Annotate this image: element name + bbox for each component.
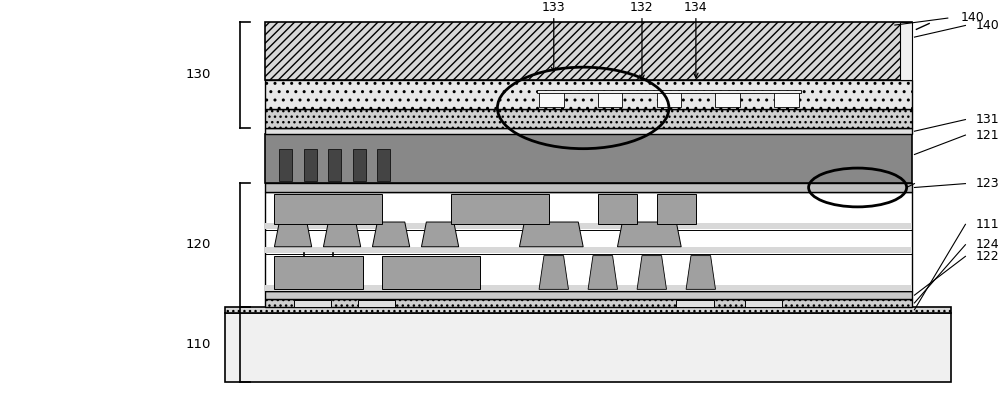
Polygon shape xyxy=(274,222,312,247)
Bar xyxy=(265,291,912,299)
Polygon shape xyxy=(421,222,459,247)
Bar xyxy=(265,192,912,291)
Bar xyxy=(900,21,912,80)
Polygon shape xyxy=(617,222,681,247)
Text: 130: 130 xyxy=(185,68,211,82)
Bar xyxy=(265,128,912,134)
Text: 124: 124 xyxy=(975,238,999,251)
Bar xyxy=(353,149,366,181)
Polygon shape xyxy=(372,222,410,247)
Text: 120: 120 xyxy=(185,238,211,251)
Bar xyxy=(225,312,951,382)
Bar xyxy=(225,307,951,312)
Polygon shape xyxy=(637,256,666,289)
Bar xyxy=(265,109,912,128)
Bar xyxy=(657,91,681,107)
Text: 123: 123 xyxy=(975,177,999,190)
Text: 122: 122 xyxy=(975,250,999,263)
Bar xyxy=(265,223,912,229)
Polygon shape xyxy=(539,256,568,289)
Bar xyxy=(676,300,714,307)
Text: 121: 121 xyxy=(975,129,999,142)
Bar xyxy=(265,134,912,183)
Bar xyxy=(598,194,637,224)
Bar xyxy=(382,256,480,289)
Bar xyxy=(598,91,622,107)
Polygon shape xyxy=(588,256,617,289)
Text: 140: 140 xyxy=(961,11,984,24)
Bar xyxy=(539,91,564,107)
Text: 134: 134 xyxy=(684,1,708,14)
Bar xyxy=(377,149,390,181)
Polygon shape xyxy=(519,222,583,247)
Bar xyxy=(328,149,341,181)
Bar xyxy=(294,300,331,307)
Bar xyxy=(265,183,912,192)
Bar xyxy=(774,91,799,107)
Bar xyxy=(265,247,912,253)
Text: 132: 132 xyxy=(630,1,654,14)
Bar xyxy=(274,194,382,224)
Bar xyxy=(745,300,782,307)
Bar xyxy=(657,194,696,224)
Bar xyxy=(715,91,740,107)
Bar xyxy=(358,300,395,307)
Text: 131: 131 xyxy=(975,113,999,126)
Bar xyxy=(451,194,549,224)
Bar xyxy=(304,149,317,181)
Text: 133: 133 xyxy=(542,1,566,14)
Bar xyxy=(537,90,801,93)
Bar xyxy=(265,21,912,80)
Polygon shape xyxy=(686,256,715,289)
Bar xyxy=(265,299,912,307)
Bar xyxy=(265,285,912,291)
Text: 140: 140 xyxy=(975,19,999,32)
Bar xyxy=(274,256,363,289)
Text: 110: 110 xyxy=(185,338,211,351)
Text: 111: 111 xyxy=(975,218,999,231)
Polygon shape xyxy=(323,222,361,247)
Bar xyxy=(265,80,912,109)
Bar xyxy=(279,149,292,181)
